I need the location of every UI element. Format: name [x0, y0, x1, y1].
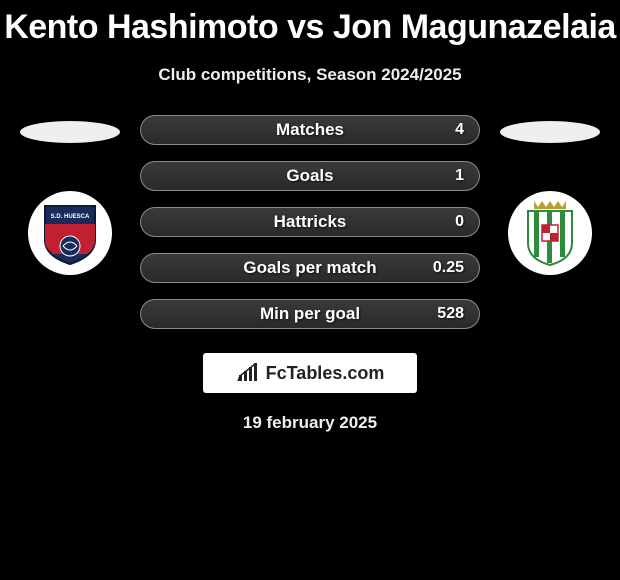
left-column: S.D. HUESCA: [20, 115, 120, 275]
stat-label: Goals per match: [243, 258, 376, 278]
stat-bar: Goals 1: [140, 161, 480, 191]
cordoba-shield-icon: [514, 197, 586, 269]
stat-value: 0: [455, 213, 464, 231]
stat-bar: Hattricks 0: [140, 207, 480, 237]
stat-label: Min per goal: [260, 304, 360, 324]
stat-value: 0.25: [433, 259, 464, 277]
huesca-shield-icon: S.D. HUESCA: [35, 198, 105, 268]
stat-value: 4: [455, 121, 464, 139]
main-row: S.D. HUESCA Matches 4 Goals 1 Hattricks 0 Goal…: [0, 115, 620, 329]
svg-text:S.D. HUESCA: S.D. HUESCA: [51, 214, 90, 220]
footer-date: 19 february 2025: [0, 413, 620, 433]
right-column: [500, 115, 600, 275]
stat-bar: Goals per match 0.25: [140, 253, 480, 283]
brand-box: FcTables.com: [203, 353, 417, 393]
stats-column: Matches 4 Goals 1 Hattricks 0 Goals per match 0…: [140, 115, 480, 329]
bar-chart-icon: [236, 361, 260, 385]
stat-label: Hattricks: [274, 212, 347, 232]
stat-label: Matches: [276, 120, 344, 140]
page-title: Kento Hashimoto vs Jon Magunazelaia: [0, 8, 620, 47]
left-club-badge: S.D. HUESCA: [28, 191, 112, 275]
stat-value: 1: [455, 167, 464, 185]
right-ellipse: [500, 121, 600, 143]
stat-label: Goals: [286, 166, 333, 186]
left-ellipse: [20, 121, 120, 143]
right-club-badge: [508, 191, 592, 275]
brand-text: FcTables.com: [266, 363, 385, 384]
page-subtitle: Club competitions, Season 2024/2025: [0, 65, 620, 85]
stat-bar: Min per goal 528: [140, 299, 480, 329]
stat-value: 528: [437, 305, 464, 323]
stat-bar: Matches 4: [140, 115, 480, 145]
